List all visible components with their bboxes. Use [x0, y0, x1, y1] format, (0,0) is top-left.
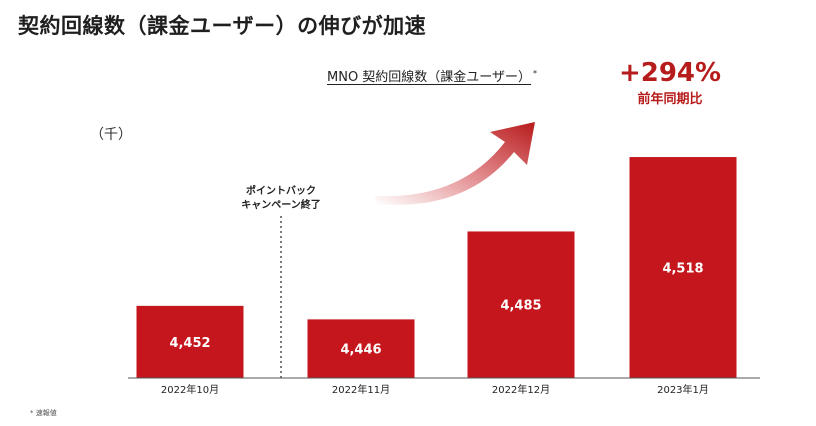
growth-arrow-icon — [375, 122, 535, 205]
bar-value-label-2: 4,446 — [340, 343, 381, 358]
bar-value-label-3: 4,485 — [500, 299, 541, 314]
x-tick-label-1: 2022年10月 — [161, 383, 219, 396]
annotation-line-2: キャンペーン終了 — [241, 198, 321, 211]
chart-subtitle-text: MNO 契約回線数（課金ユーザー） — [327, 70, 532, 85]
page-title: 契約回線数（課金ユーザー）の伸びが加速 — [18, 14, 427, 38]
bar-value-label-1: 4,452 — [169, 336, 210, 351]
x-tick-label-3: 2022年12月 — [492, 383, 550, 396]
footnote: * 速報値 — [30, 409, 57, 417]
growth-badge: +294% 前年同期比 — [610, 58, 730, 107]
subtitle-footnote-mark: * — [533, 68, 538, 78]
bar-value-label-4: 4,518 — [662, 262, 703, 277]
growth-label: 前年同期比 — [637, 92, 703, 107]
growth-percent: +294% — [618, 58, 722, 88]
bar-4 — [629, 157, 737, 378]
bar-1 — [136, 305, 244, 378]
chart-subtitle: MNO 契約回線数（課金ユーザー） * — [327, 66, 537, 85]
bar-2 — [307, 319, 415, 378]
x-tick-label-4: 2023年1月 — [657, 383, 709, 396]
x-tick-label-2: 2022年11月 — [332, 383, 390, 396]
campaign-annotation: ポイントバック キャンペーン終了 — [241, 184, 321, 378]
unit-label: （千） — [90, 127, 132, 143]
bar-3 — [467, 231, 575, 378]
annotation-line-1: ポイントバック — [246, 184, 316, 197]
